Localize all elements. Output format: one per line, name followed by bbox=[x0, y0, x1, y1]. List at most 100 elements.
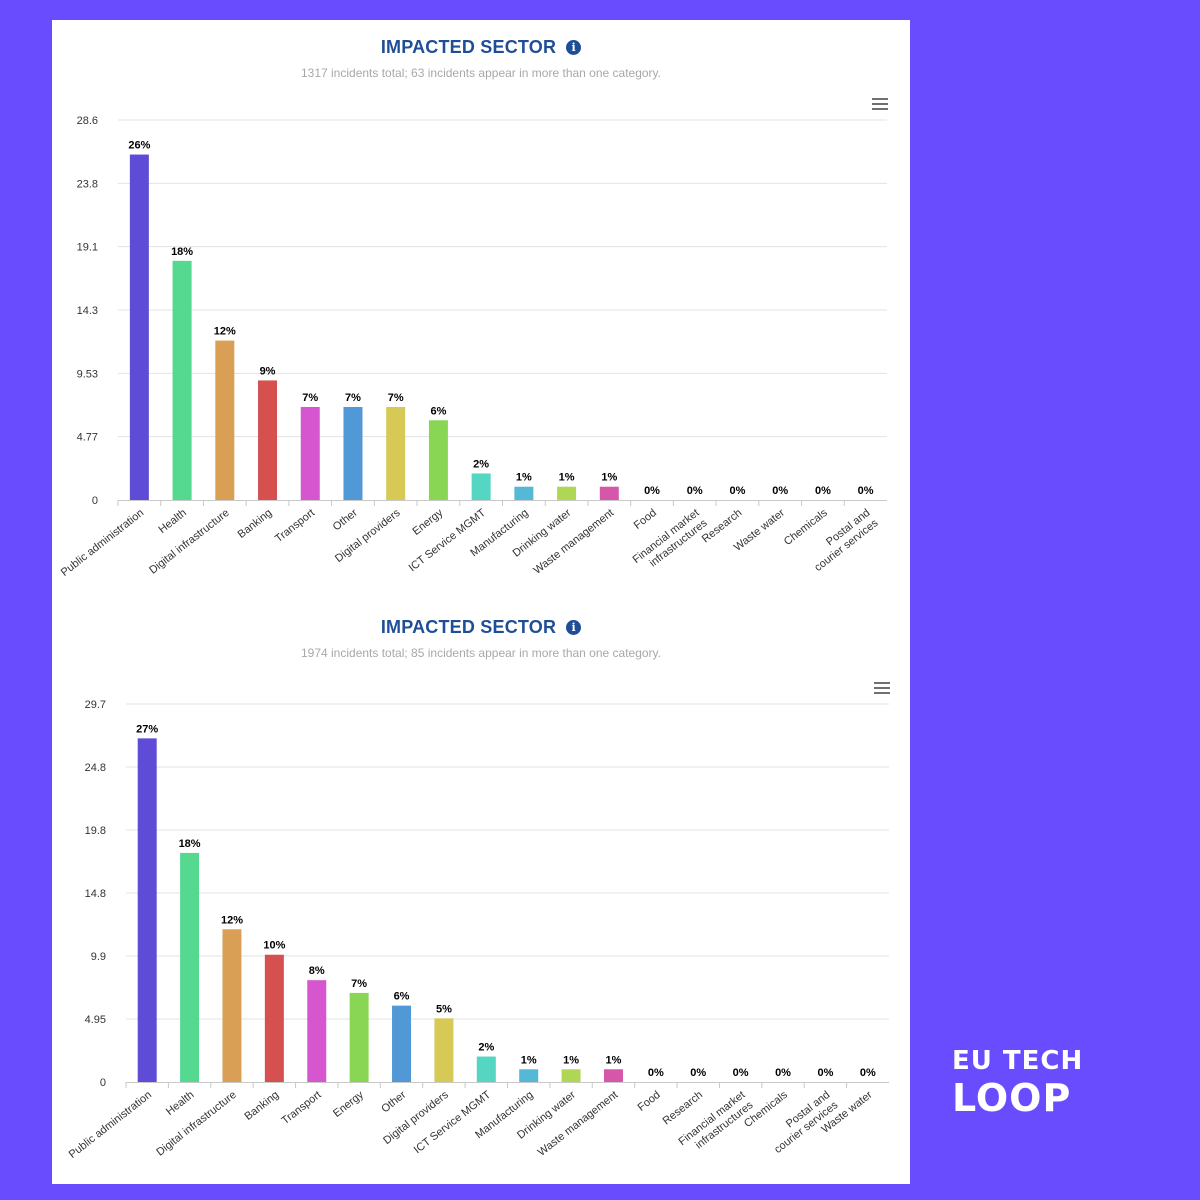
y-tick-label: 9.53 bbox=[77, 368, 98, 380]
x-tick-label: Transport bbox=[273, 507, 317, 545]
bar[interactable] bbox=[215, 340, 235, 500]
bar-chart-2: 0 4.95 9.9 14.8 19.8 24.8 29.7 27% Public admini… bbox=[67, 699, 889, 1161]
y-tick-label: 14.8 bbox=[85, 888, 106, 900]
data-label: 7% bbox=[351, 978, 367, 990]
data-label: 12% bbox=[214, 326, 236, 338]
x-tick-label: Banking bbox=[236, 507, 275, 541]
data-label: 1% bbox=[521, 1054, 537, 1066]
data-label: 0% bbox=[733, 1067, 749, 1079]
hamburger-menu-icon[interactable] bbox=[872, 98, 888, 110]
bar[interactable] bbox=[129, 154, 149, 500]
x-tick-label: Food bbox=[632, 507, 659, 532]
x-tick-label: Public administration bbox=[59, 507, 146, 579]
data-label: 0% bbox=[817, 1067, 833, 1079]
data-label: 7% bbox=[388, 392, 404, 404]
x-tick-label: Banking bbox=[242, 1089, 281, 1123]
bar[interactable] bbox=[222, 929, 242, 1082]
data-label: 18% bbox=[171, 246, 193, 258]
chart-panel-2: IMPACTED SECTOR i 1974 incidents total; 8… bbox=[52, 600, 910, 1184]
y-tick-label: 19.8 bbox=[85, 825, 106, 837]
data-label: 1% bbox=[563, 1054, 579, 1066]
x-tick-label: Other bbox=[331, 507, 360, 534]
data-label: 12% bbox=[221, 914, 243, 926]
bar[interactable] bbox=[172, 260, 192, 500]
bar[interactable] bbox=[392, 1005, 412, 1082]
hamburger-menu-icon[interactable] bbox=[874, 682, 890, 694]
y-tick-label: 29.7 bbox=[85, 699, 106, 711]
info-icon[interactable]: i bbox=[566, 620, 582, 635]
data-label: 27% bbox=[136, 723, 158, 735]
data-label: 0% bbox=[775, 1067, 791, 1079]
data-label: 1% bbox=[559, 472, 575, 484]
bar[interactable] bbox=[599, 486, 619, 500]
data-label: 10% bbox=[263, 940, 285, 952]
x-tick-label: Health bbox=[164, 1089, 196, 1118]
data-label: 5% bbox=[436, 1003, 452, 1015]
y-tick-label: 28.6 bbox=[77, 115, 98, 127]
bar[interactable] bbox=[386, 406, 406, 500]
data-label: 0% bbox=[730, 485, 746, 497]
y-tick-label: 4.77 bbox=[77, 432, 98, 444]
y-tick-label: 0 bbox=[100, 1077, 106, 1089]
data-label: 0% bbox=[648, 1067, 664, 1079]
data-label: 0% bbox=[860, 1067, 876, 1079]
x-tick-label: Energy bbox=[331, 1089, 366, 1120]
bar[interactable] bbox=[137, 738, 157, 1082]
data-label: 18% bbox=[179, 838, 201, 850]
logo-line-1: EU TECH bbox=[952, 1046, 1084, 1076]
eu-tech-loop-logo: EU TECH LOOP bbox=[952, 1046, 1083, 1120]
x-tick-label: Digital infrastructure bbox=[147, 507, 231, 577]
x-tick-label: Health bbox=[156, 507, 188, 536]
data-label: 6% bbox=[430, 405, 446, 417]
x-tick-label: ICT Service MGMT bbox=[407, 507, 489, 574]
bar[interactable] bbox=[603, 1069, 623, 1082]
chart-title: IMPACTED SECTOR i bbox=[52, 37, 910, 58]
bar[interactable] bbox=[428, 420, 448, 500]
bar[interactable] bbox=[514, 486, 534, 500]
data-label: 0% bbox=[858, 485, 874, 497]
chart-title: IMPACTED SECTOR i bbox=[52, 617, 910, 638]
bar[interactable] bbox=[476, 1056, 496, 1082]
data-label: 1% bbox=[516, 472, 532, 484]
bar[interactable] bbox=[264, 954, 284, 1082]
y-tick-label: 14.3 bbox=[77, 305, 98, 317]
bar[interactable] bbox=[434, 1018, 454, 1082]
data-label: 7% bbox=[302, 392, 318, 404]
info-icon[interactable]: i bbox=[566, 40, 582, 55]
y-tick-label: 23.8 bbox=[77, 178, 98, 190]
data-label: 7% bbox=[345, 392, 361, 404]
x-tick-label: Waste management bbox=[532, 507, 617, 577]
y-tick-label: 9.9 bbox=[91, 951, 106, 963]
x-tick-label: ICT Service MGMT bbox=[412, 1089, 494, 1156]
data-label: 9% bbox=[260, 365, 276, 377]
data-label: 0% bbox=[644, 485, 660, 497]
data-label: 26% bbox=[128, 140, 150, 152]
x-tick-label: Energy bbox=[410, 507, 445, 538]
bar[interactable] bbox=[307, 980, 327, 1082]
bar[interactable] bbox=[561, 1069, 581, 1082]
x-tick-label: Transport bbox=[279, 1089, 323, 1127]
bar[interactable] bbox=[519, 1069, 539, 1082]
data-label: 1% bbox=[601, 472, 617, 484]
bar[interactable] bbox=[349, 992, 369, 1082]
data-label: 0% bbox=[687, 485, 703, 497]
x-tick-label: Other bbox=[379, 1089, 408, 1116]
bar[interactable] bbox=[471, 473, 491, 500]
data-label: 0% bbox=[815, 485, 831, 497]
bar[interactable] bbox=[258, 380, 278, 500]
bar-chart-1: 0 4.77 9.53 14.3 19.1 23.8 28.6 26% Public admin… bbox=[59, 115, 887, 579]
data-label: 0% bbox=[772, 485, 788, 497]
bar[interactable] bbox=[557, 486, 577, 500]
data-label: 0% bbox=[690, 1067, 706, 1079]
y-tick-label: 0 bbox=[92, 495, 98, 507]
y-tick-label: 19.1 bbox=[77, 242, 98, 254]
bar[interactable] bbox=[343, 406, 363, 500]
chart-panel-1: IMPACTED SECTOR i 1317 incidents total; 6… bbox=[52, 20, 910, 601]
bar[interactable] bbox=[180, 852, 200, 1082]
logo-line-2: LOOP bbox=[952, 1076, 1072, 1120]
bar[interactable] bbox=[300, 406, 320, 500]
y-tick-label: 4.95 bbox=[85, 1014, 106, 1026]
data-label: 1% bbox=[606, 1054, 622, 1066]
data-label: 2% bbox=[473, 458, 489, 470]
x-tick-label: Digital infrastructure bbox=[154, 1089, 238, 1159]
